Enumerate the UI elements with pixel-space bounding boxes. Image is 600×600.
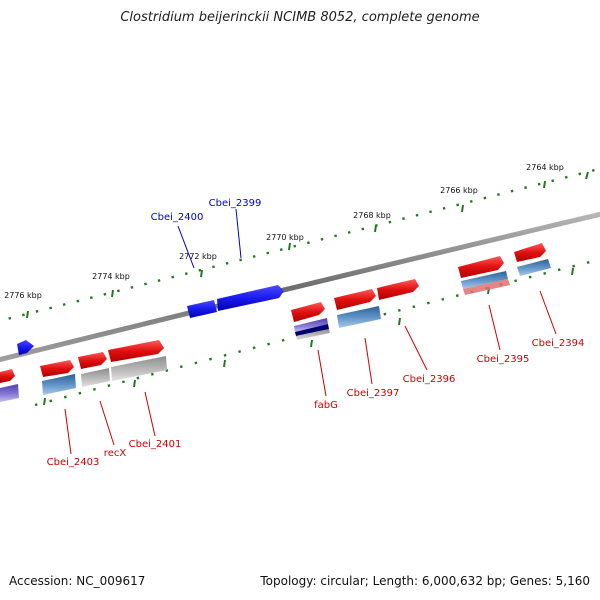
gene-label-cbei-2401[interactable]: Cbei_2401 xyxy=(129,439,182,450)
reverse-strand-cds xyxy=(17,285,284,355)
inner-major-tick xyxy=(223,359,226,368)
leader-cbei-2396 xyxy=(404,325,428,371)
gene-label-cbei-2394[interactable]: Cbei_2394 xyxy=(532,338,585,349)
leader-cbei-2397 xyxy=(364,337,373,385)
hit-cbei-2401 xyxy=(111,356,167,381)
major-tick xyxy=(461,204,464,213)
cds-cbei-2396[interactable] xyxy=(377,279,419,300)
leader-cbei-2401 xyxy=(144,391,156,437)
genome-backbone xyxy=(0,211,600,363)
leader-cbei-2395 xyxy=(488,304,501,351)
cds-fabg[interactable] xyxy=(291,302,325,322)
cds-offscreen-left[interactable] xyxy=(17,340,34,355)
cds-cbei-2403[interactable] xyxy=(40,360,74,377)
inner-major-tick xyxy=(398,317,401,326)
cds-recx[interactable] xyxy=(78,352,107,369)
gene-label-cbei-2397[interactable]: Cbei_2397 xyxy=(347,388,400,399)
map-title: Clostridium beijerinckii NCIMB 8052, com… xyxy=(120,10,480,25)
accession-label: Accession: NC_009617 xyxy=(9,574,146,588)
hit-fabg-gray xyxy=(296,329,330,340)
scale-label-2774: 2774 kbp xyxy=(92,272,130,281)
hit-fabg-purple xyxy=(294,318,328,332)
hit-cbei-2397 xyxy=(337,306,381,328)
gene-label-cbei-2395[interactable]: Cbei_2395 xyxy=(477,354,530,365)
major-tick xyxy=(200,269,203,278)
cds-cbei-2397[interactable] xyxy=(334,289,376,310)
scale-label-2776: 2776 kbp xyxy=(4,291,42,300)
gene-labels: Cbei_2400 Cbei_2399 Cbei_2394 Cbei_2395 … xyxy=(47,198,585,468)
scale-major-ticks xyxy=(26,171,589,319)
major-tick xyxy=(585,171,589,180)
hit-bars xyxy=(0,259,551,402)
gene-label-cbei-2396[interactable]: Cbei_2396 xyxy=(403,374,456,385)
scale-label-2764: 2764 kbp xyxy=(526,163,564,172)
hit-offscreen-left xyxy=(0,384,19,402)
inner-major-tick xyxy=(310,339,313,348)
gene-label-cbei-2400[interactable]: Cbei_2400 xyxy=(151,212,204,223)
outer-scale: 2764 kbp 2766 kbp 2768 kbp 2770 kbp 2772… xyxy=(0,163,596,322)
leader-recx xyxy=(99,400,115,446)
leader-cbei-2400 xyxy=(177,225,195,269)
major-tick xyxy=(543,180,546,189)
gene-label-fabg[interactable]: fabG xyxy=(314,400,338,411)
leader-lines xyxy=(64,208,557,455)
inner-major-tick xyxy=(133,379,136,388)
hit-fabg-navy xyxy=(295,324,329,336)
inner-major-tick xyxy=(43,397,46,406)
scale-label-2772: 2772 kbp xyxy=(179,252,217,261)
cds-cbei-2400[interactable] xyxy=(187,300,217,318)
hit-cbei-2394 xyxy=(517,259,551,276)
cds-offscreen-left-2[interactable] xyxy=(0,369,15,383)
leader-cbei-2394 xyxy=(539,290,557,335)
major-tick xyxy=(111,289,114,298)
genome-summary: Topology: circular; Length: 6,000,632 bp… xyxy=(260,574,590,588)
major-tick xyxy=(374,224,377,233)
major-tick xyxy=(26,310,29,319)
cds-cbei-2401[interactable] xyxy=(108,340,164,362)
leader-cbei-2399 xyxy=(235,208,242,259)
gene-label-cbei-2399[interactable]: Cbei_2399 xyxy=(209,198,262,209)
scale-label-2766: 2766 kbp xyxy=(440,186,478,195)
scale-label-2770: 2770 kbp xyxy=(266,233,304,242)
forward-strand-cds xyxy=(0,243,546,383)
scale-label-2768: 2768 kbp xyxy=(353,211,391,220)
cds-cbei-2399[interactable] xyxy=(217,285,284,311)
cds-cbei-2394[interactable] xyxy=(514,243,546,262)
inner-major-tick xyxy=(571,267,574,276)
hit-cbei-2403 xyxy=(42,374,76,395)
gene-label-recx[interactable]: recX xyxy=(104,448,127,459)
major-tick xyxy=(288,242,291,251)
gene-label-cbei-2403[interactable]: Cbei_2403 xyxy=(47,457,100,468)
hit-recx xyxy=(81,368,110,387)
leader-fabg xyxy=(317,349,327,397)
hit-cbei-2395-pink xyxy=(463,279,510,295)
cds-cbei-2395[interactable] xyxy=(458,256,504,278)
leader-cbei-2403 xyxy=(64,408,72,455)
hit-cbei-2395-steel xyxy=(461,271,508,289)
